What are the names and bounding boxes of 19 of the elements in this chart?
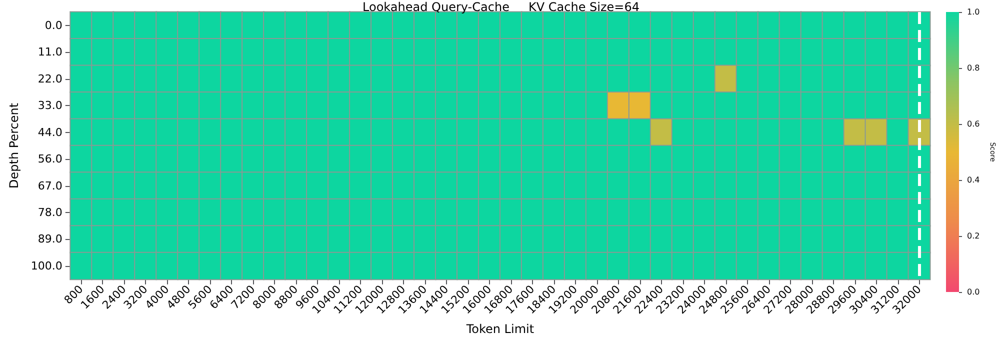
chart-title: Lookahead Query-Cache KV Cache Size=64: [362, 0, 640, 14]
y-tick-label: 44.0: [38, 126, 62, 139]
color-bar-label: 0.6: [967, 120, 980, 128]
y-tick-label: 67.0: [38, 179, 62, 192]
color-bar-label: 0.0: [967, 288, 980, 296]
y-tick-label: 100.0: [30, 259, 62, 272]
y-axis-title: Depth Percent: [7, 102, 21, 188]
y-tick-label: 78.0: [38, 206, 62, 220]
y-tick-label: 33.0: [38, 99, 62, 112]
color-bar-label: 0.4: [967, 176, 980, 184]
color-bar-label: 0.8: [967, 64, 980, 72]
color-bar-label: 1.0: [967, 8, 980, 16]
color-bar-label: 0.2: [967, 232, 980, 240]
x-axis-title: Token Limit: [465, 322, 534, 336]
y-tick-label: 11.0: [38, 46, 62, 59]
y-tick-label: 89.0: [38, 232, 62, 246]
y-tick-label: 56.0: [38, 152, 62, 166]
y-tick-label: 22.0: [38, 72, 62, 86]
y-tick-label: 0.0: [44, 18, 62, 32]
